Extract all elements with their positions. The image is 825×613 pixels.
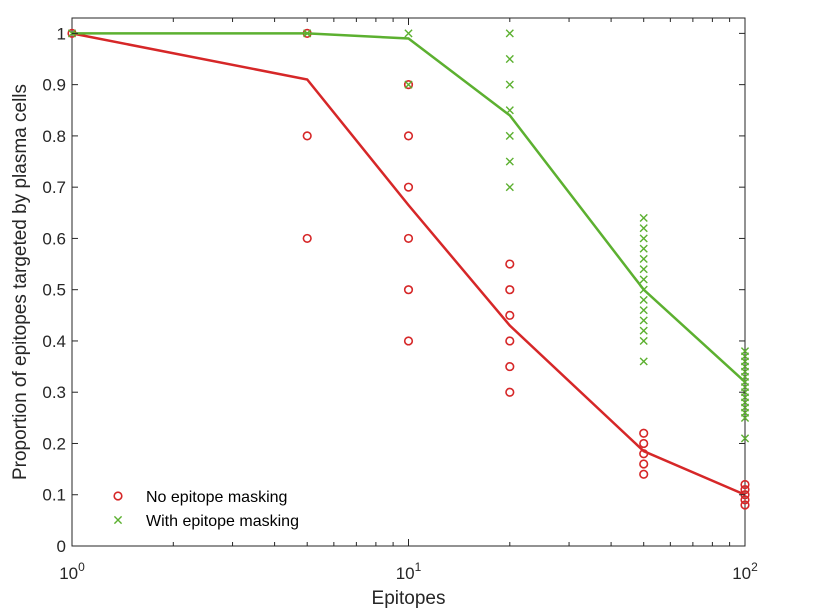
data-point-x (505, 106, 514, 115)
data-point-circle (505, 336, 515, 346)
data-point-circle (505, 361, 515, 372)
data-point-circle (302, 233, 312, 244)
data-point-circle (639, 438, 649, 449)
data-point-x (740, 434, 750, 443)
data-point-circle (302, 131, 312, 141)
data-point-circle (403, 233, 414, 244)
data-point-circle (639, 469, 649, 479)
x-axis-label: Epitopes (372, 588, 446, 609)
y-tick-label: 0.5 (42, 281, 66, 300)
data-point-circle (639, 449, 649, 459)
data-point-x (639, 234, 648, 243)
plot-frame (71, 17, 746, 547)
data-point-x (639, 306, 648, 315)
plot-area (71, 17, 746, 547)
y-tick-label: 0.1 (42, 486, 66, 505)
y-tick-label: 0.2 (42, 434, 66, 453)
y-tick-label: 0.9 (42, 76, 66, 95)
data-point-circle (505, 310, 515, 320)
data-point-x (639, 326, 648, 335)
series-0 (67, 28, 750, 510)
data-point-circle (740, 485, 750, 495)
x-tick-label: 101 (396, 560, 422, 583)
ticks-layer: 0 0.1 0.2 0.3 0.4 0.5 0.6 0.7 0.8 0.9 1 100 101 102 (42, 18, 758, 583)
legend-label: No epitope masking (146, 489, 287, 506)
y-axis-label: Proportion of epitopes targeted by plasm… (10, 84, 31, 480)
y-tick-label: 0.8 (42, 127, 66, 146)
y-tick-label: 0.6 (42, 229, 66, 248)
legend-marker-circle (113, 491, 123, 501)
data-point-circle (403, 80, 414, 90)
data-point-x (505, 29, 514, 38)
data-point-x (404, 29, 413, 38)
legend-label: With epitope masking (146, 513, 299, 530)
data-point-circle (740, 479, 750, 490)
x-tick-label: 100 (59, 560, 85, 583)
data-point-x (639, 357, 648, 366)
data-point-x (639, 213, 648, 223)
data-point-x (303, 29, 312, 38)
series-line (71, 32, 746, 496)
data-point-circle (505, 387, 515, 397)
data-point-x (505, 80, 514, 89)
y-tick-label: 0.4 (42, 332, 66, 351)
data-point-x (505, 183, 514, 192)
y-tick-label: 0.7 (42, 178, 66, 197)
data-point-x (639, 316, 648, 325)
data-point-x (505, 131, 514, 140)
data-point-circle (403, 336, 414, 346)
data-point-circle (505, 285, 515, 295)
y-tick-label: 1 (57, 24, 66, 43)
series-layer (67, 28, 750, 510)
data-point-x (505, 157, 514, 166)
data-point-x (639, 265, 648, 274)
data-point-circle (403, 182, 414, 192)
data-point-x (639, 254, 648, 264)
data-point-circle (639, 428, 649, 438)
data-point-x (639, 244, 648, 253)
legend-marker-x (113, 515, 123, 525)
data-point-circle (403, 285, 414, 295)
series-line (72, 32, 746, 383)
data-point-x (639, 295, 648, 305)
data-point-circle (403, 131, 414, 141)
data-point-circle (740, 495, 750, 505)
y-tick-label: 0 (57, 537, 66, 556)
data-point-x (639, 336, 648, 346)
data-point-circle (505, 259, 515, 269)
data-point-x (639, 285, 648, 294)
data-point-x (505, 54, 514, 64)
legend: No epitope masking With epitope masking (113, 489, 299, 530)
y-tick-label: 0.3 (42, 383, 66, 402)
data-point-x (639, 224, 648, 233)
data-point-circle (740, 500, 750, 510)
x-tick-label: 102 (732, 560, 758, 583)
data-point-circle (639, 459, 649, 469)
data-point-x (404, 80, 413, 89)
data-point-x (740, 413, 750, 422)
data-point-x (639, 275, 648, 284)
